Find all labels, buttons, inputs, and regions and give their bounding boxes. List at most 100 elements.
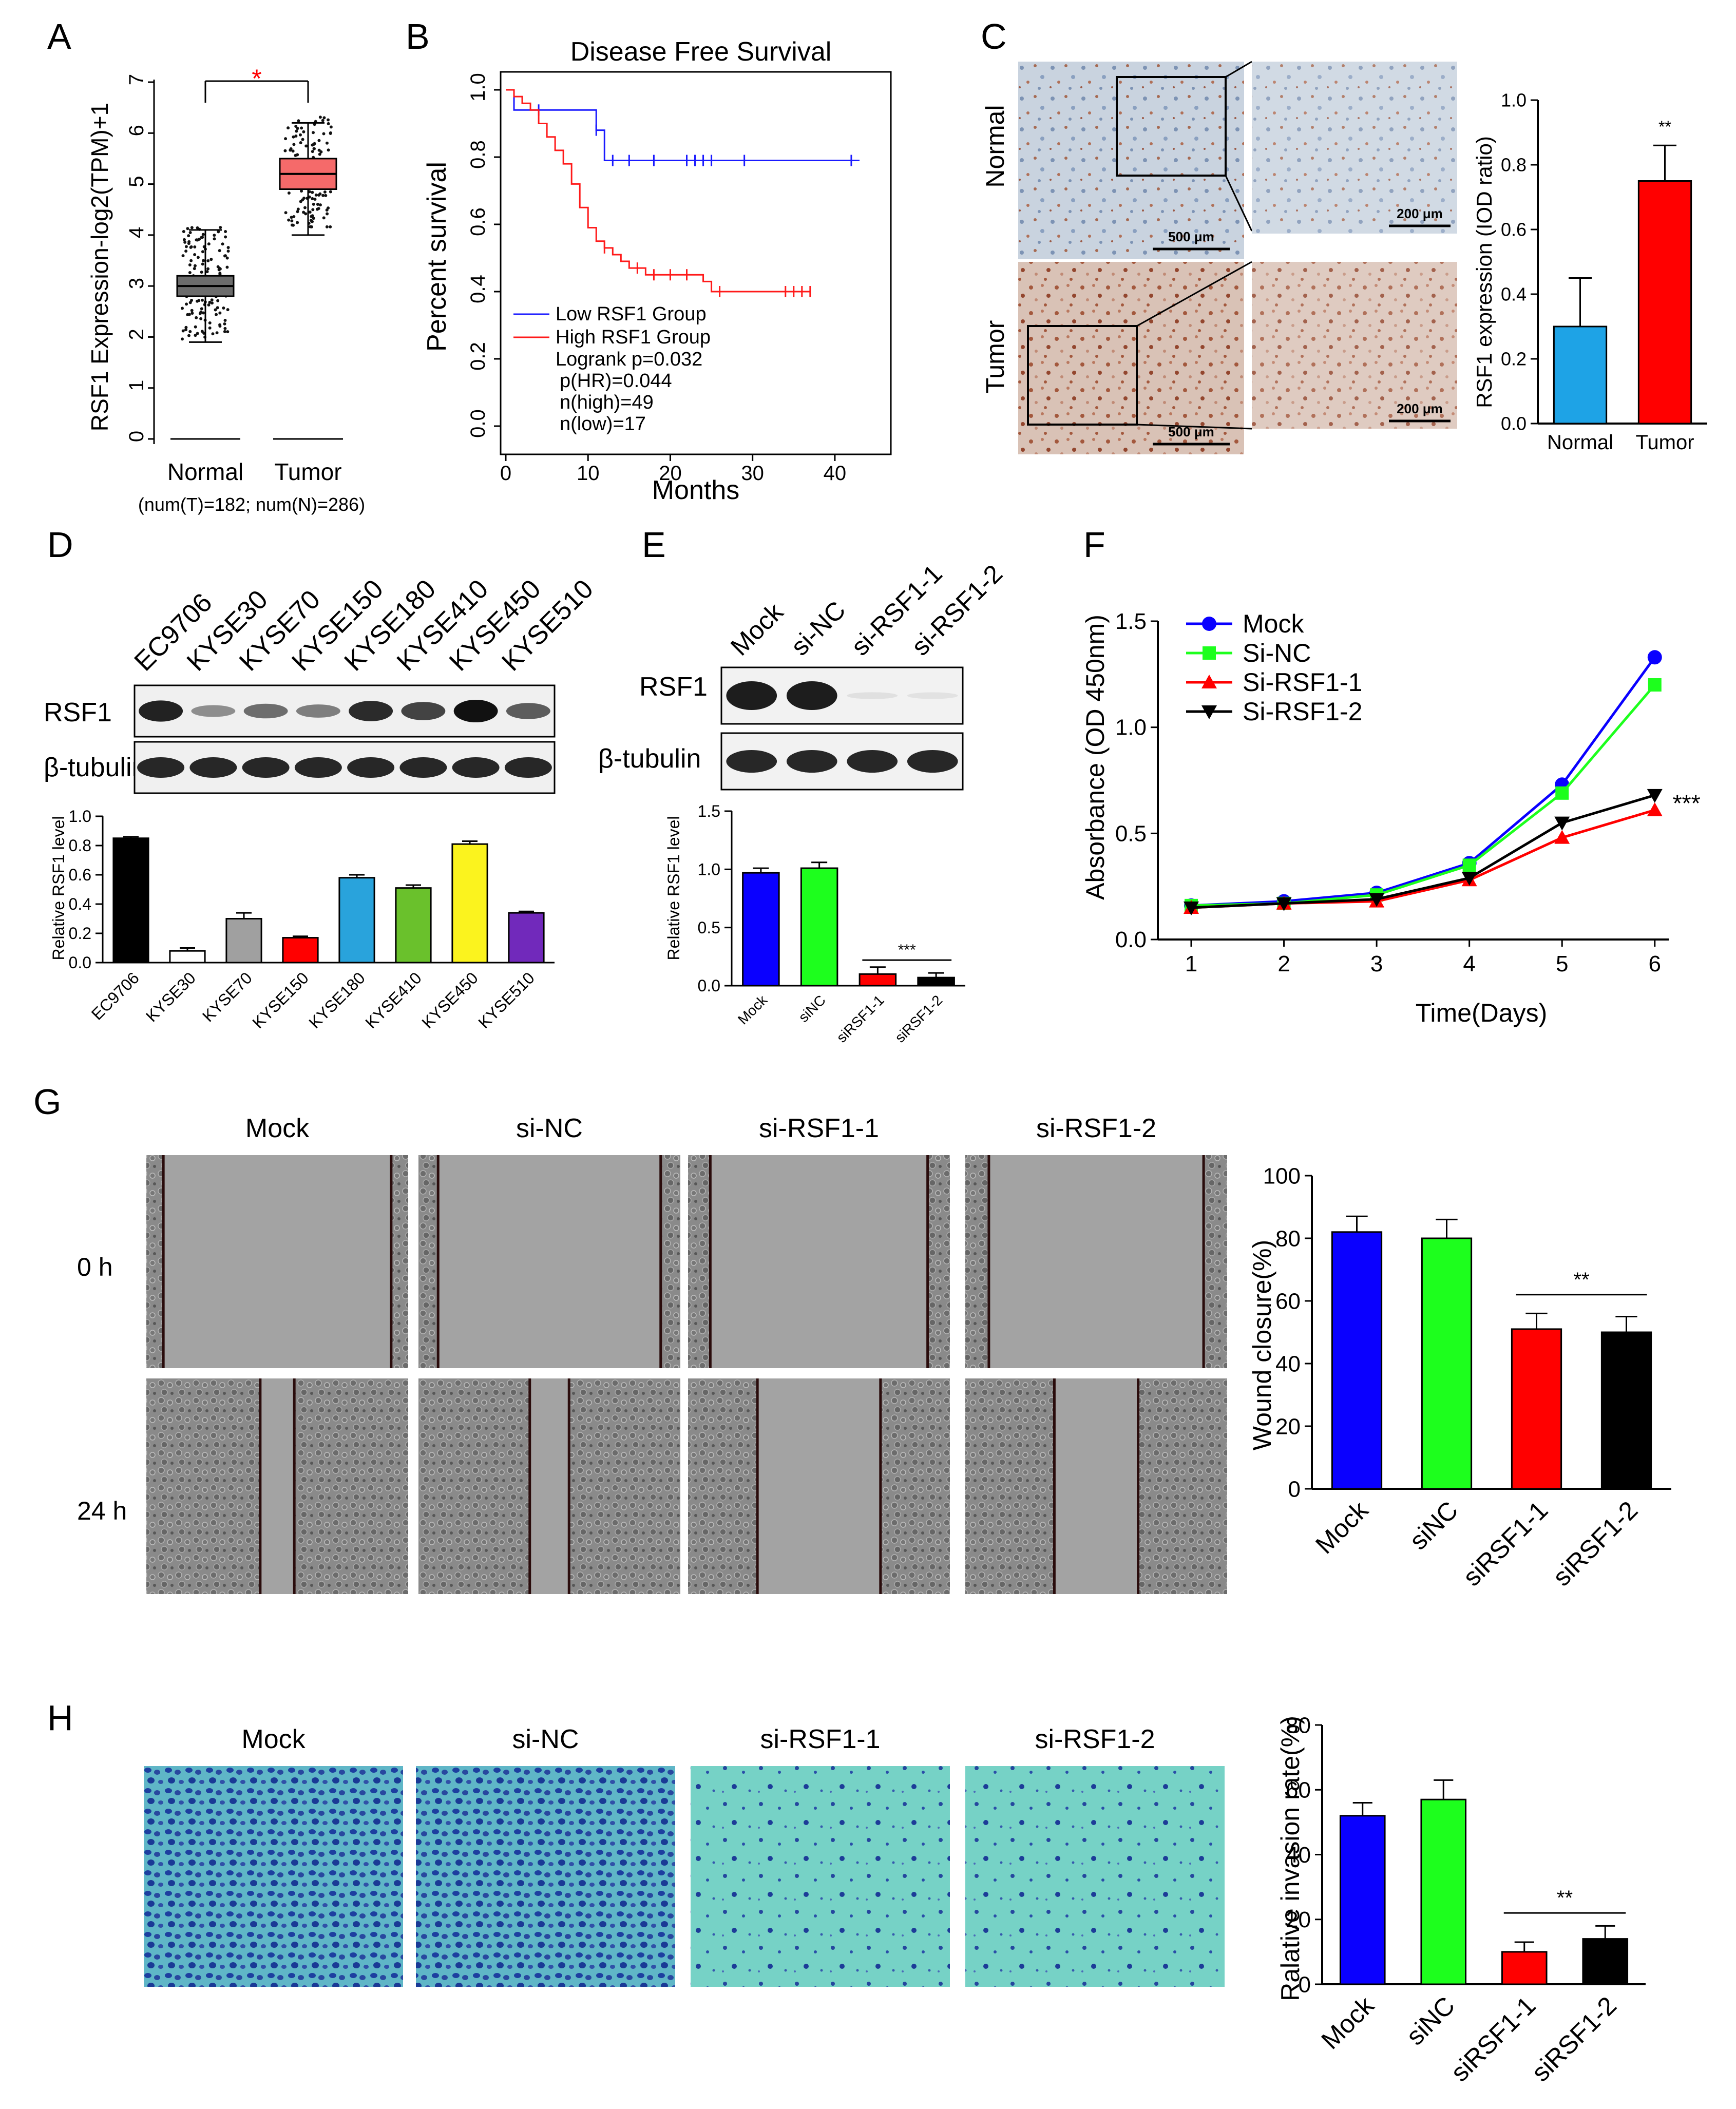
x-tick-label: siRSF1-2 [1547, 1496, 1643, 1592]
x-tick-label: Mock [1310, 1495, 1374, 1559]
data-point [215, 313, 218, 316]
bar-siNC [1421, 1237, 1473, 1490]
panel-e-row-rsf1: RSF1 [639, 672, 708, 702]
data-point [188, 231, 192, 234]
column-label-Mock: Mock [245, 1114, 310, 1143]
data-point [219, 226, 222, 229]
data-point [319, 150, 323, 154]
band-rsf1-EC9706 [139, 700, 183, 722]
data-point [294, 125, 298, 128]
stat-nlow: n(low)=17 [560, 413, 646, 435]
column-label-Mock: Mock [241, 1724, 306, 1754]
data-point [190, 226, 194, 229]
data-point [299, 141, 302, 145]
ihc-row-label-normal: Normal [981, 105, 1009, 187]
wound-gap [710, 1155, 928, 1368]
data-point [201, 233, 205, 236]
data-point [190, 298, 194, 302]
bar-siRSF1-1 [1511, 1328, 1562, 1490]
band-tubulin-KYSE150 [294, 757, 342, 778]
data-point [292, 223, 295, 227]
data-point [296, 153, 299, 157]
panel-letter-h: H [47, 1698, 73, 1738]
y-tick-label: 5 [125, 176, 148, 187]
x-tick-label: KYSE150 [249, 968, 312, 1032]
marker-inverted-triangle [1276, 897, 1292, 911]
x-tick-label: 2 [1277, 951, 1290, 976]
data-point [296, 221, 299, 224]
band-tubulin-si-RSF1-1 [847, 750, 898, 773]
data-point [185, 302, 188, 306]
x-tick-label: 0 [500, 462, 511, 485]
data-point [200, 271, 203, 274]
panel-f-growth: Absorbance (OD 450nm) Time(Days) [1081, 615, 1547, 1027]
bar-Normal [1553, 325, 1608, 425]
significance-label: *** [1673, 790, 1701, 816]
bar-Mock [1339, 1815, 1386, 1985]
data-point [225, 265, 229, 269]
data-point [181, 329, 185, 333]
panel-h-column-labels: Mock si-NC si-RSF1-1 si-RSF1-2 [241, 1724, 1155, 1754]
data-point [289, 147, 293, 150]
data-point [311, 214, 314, 218]
data-point [207, 303, 211, 306]
x-tick-label: siRSF1-2 [892, 992, 945, 1045]
bar-chart-C: 0.0 0.2 0.4 0.6 0.8 1.0 Normal Tumor ** [1501, 90, 1707, 454]
data-point [301, 138, 304, 141]
ihc-tumor-zoom-line-1 [1136, 261, 1252, 327]
band-tubulin-KYSE70 [242, 757, 290, 778]
y-tick-label: 0.2 [1501, 349, 1527, 370]
data-point [218, 249, 221, 253]
data-point [190, 309, 194, 312]
data-point [297, 119, 300, 123]
panel-g-images [146, 1155, 1227, 1594]
data-point [304, 212, 308, 216]
column-label-si-NC: si-NC [512, 1724, 579, 1754]
y-tick-label: 0.2 [467, 342, 489, 371]
data-point [308, 210, 312, 214]
panel-d-lane-labels: EC9706KYSE30KYSE70KYSE150KYSE180KYSE410K… [129, 574, 599, 677]
data-point [215, 331, 219, 335]
data-point [329, 125, 333, 129]
x-tick-label: 4 [1463, 951, 1475, 976]
wound-row-24h: 24 h [77, 1497, 127, 1525]
x-tick-label: Mock [735, 992, 771, 1028]
panel-a-xtick-tumor: Tumor [274, 458, 341, 485]
band-tubulin-KYSE450 [452, 757, 500, 778]
data-point [312, 143, 315, 146]
data-point [193, 253, 197, 257]
x-tick-label: 1 [1185, 951, 1197, 976]
data-point [202, 259, 205, 262]
panel-letter-g: G [33, 1082, 61, 1122]
marker-circle [1647, 650, 1662, 665]
data-point [209, 258, 213, 261]
y-tick-label: 40 [1286, 1843, 1311, 1868]
data-point [304, 144, 308, 148]
wound-row-0h: 0 h [77, 1253, 113, 1281]
ihc-row-label-tumor: Tumor [981, 320, 1009, 394]
panel-d-row-tubulin: β-tubulin [44, 753, 146, 782]
data-point [298, 133, 302, 137]
panel-d-ylabel: Relative RSF1 level [49, 816, 68, 961]
data-point [318, 116, 322, 119]
data-point [213, 237, 216, 241]
data-point [323, 190, 327, 194]
column-label-si-RSF1-1: si-RSF1-1 [759, 1114, 879, 1143]
y-tick-label: 0.4 [467, 275, 489, 303]
x-tick-label: 6 [1649, 951, 1661, 976]
legend-label-high: High RSF1 Group [556, 327, 711, 348]
y-tick-label: 0.0 [698, 976, 720, 995]
invasion-image-si-RSF1-1 [691, 1766, 950, 1987]
legend-label-Si-NC: Si-NC [1243, 639, 1311, 667]
band-rsf1-KYSE410 [401, 702, 446, 720]
bar-siNC [800, 867, 838, 987]
data-point [302, 130, 306, 133]
data-point [226, 250, 230, 253]
data-point [284, 211, 288, 215]
panel-f-ylabel: Absorbance (OD 450nm) [1081, 615, 1110, 900]
x-tick-label: KYSE30 [142, 968, 199, 1025]
legend-label-Si-RSF1-2: Si-RSF1-2 [1243, 697, 1362, 726]
data-point [210, 298, 214, 302]
y-tick-label: 0.8 [69, 836, 91, 855]
